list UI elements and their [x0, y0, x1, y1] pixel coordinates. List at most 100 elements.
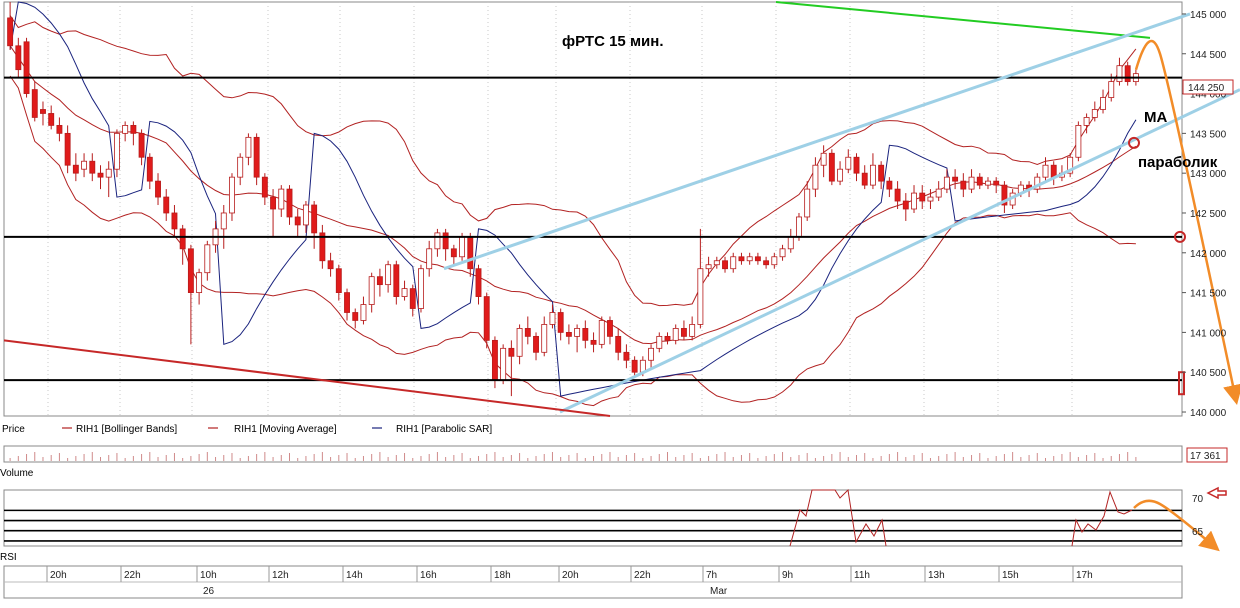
y-tick-0: 145 000 [1190, 10, 1227, 21]
time-tick-12: 13h [928, 570, 945, 581]
time-tick-6: 18h [494, 570, 511, 581]
candle-body-99 [820, 152, 827, 166]
candle-body-66 [549, 312, 556, 325]
candle-body-17 [146, 156, 153, 182]
annotation-ma: MA [1144, 109, 1167, 126]
candle-body-71 [590, 339, 597, 345]
candle-body-34 [286, 188, 293, 218]
rsi-arrow-icon [1206, 486, 1227, 500]
candle-body-86 [713, 260, 720, 266]
candle-body-22 [187, 248, 194, 293]
candle-body-53 [442, 232, 449, 250]
candle-body-38 [319, 232, 326, 262]
candles [7, 2, 1139, 397]
candle-body-75 [623, 351, 630, 361]
candle-body-19 [163, 196, 170, 214]
candle-body-61 [508, 347, 515, 357]
candle-body-105 [869, 164, 876, 186]
candle-body-14 [122, 125, 129, 134]
axis-marker-circle [1174, 230, 1186, 243]
candle-body-118 [976, 176, 983, 186]
candle-body-64 [533, 335, 539, 353]
candle-body-36 [302, 204, 309, 226]
y-tick-1: 144 500 [1190, 50, 1227, 61]
candle-body-132 [1091, 109, 1098, 118]
candle-body-52 [434, 232, 441, 250]
candle-body-23 [196, 272, 203, 293]
candle-body-81 [672, 328, 679, 341]
candle-body-72 [598, 320, 605, 345]
price-panel [3, 1, 1183, 417]
candle-body-10 [89, 160, 96, 174]
candle-body-112 [927, 196, 934, 202]
candle-body-102 [845, 156, 852, 170]
candle-body-6 [56, 125, 63, 134]
candle-body-113 [935, 188, 942, 198]
legend-bollinger: RIH1 [Bollinger Bands] [76, 424, 177, 435]
bollinger-upper [9, 15, 1137, 307]
candle-body-8 [72, 164, 79, 174]
y-tick-9: 140 500 [1190, 368, 1227, 379]
candle-body-15 [130, 125, 137, 134]
candle-body-95 [787, 236, 794, 250]
candle-body-136 [1124, 65, 1131, 83]
chart-title: фРТС 15 мин. [562, 33, 664, 50]
candle-body-58 [483, 296, 490, 341]
candle-body-94 [779, 248, 786, 258]
rsi-label: RSI [0, 552, 17, 563]
candle-body-117 [968, 176, 975, 190]
candle-body-129 [1067, 156, 1074, 174]
candle-body-57 [475, 268, 482, 297]
candle-body-56 [467, 236, 474, 270]
candle-body-63 [524, 328, 531, 337]
time-tick-14: 17h [1076, 570, 1093, 581]
candle-body-78 [648, 347, 655, 361]
candle-body-104 [861, 172, 868, 186]
candle-body-68 [565, 332, 572, 337]
candle-body-47 [393, 264, 400, 297]
candle-body-33 [278, 188, 285, 210]
time-tick-2: 10h [200, 570, 217, 581]
candle-body-13 [113, 132, 120, 170]
volume-value-box [1186, 447, 1228, 463]
candle-body-115 [952, 176, 959, 182]
y-tick-10: 140 000 [1190, 408, 1227, 419]
time-tick-0: 20h [50, 570, 67, 581]
candle-body-83 [689, 324, 696, 337]
sar-marker-circle [1128, 136, 1140, 149]
candle-body-24 [204, 244, 211, 274]
candle-body-84 [697, 268, 704, 325]
volume-panel [3, 445, 1183, 463]
candle-body-7 [64, 132, 71, 166]
candle-body-3 [31, 89, 38, 118]
candle-body-51 [426, 248, 433, 270]
candle-body-116 [960, 180, 967, 190]
candle-body-30 [253, 136, 260, 178]
legend-sar: RIH1 [Parabolic SAR] [396, 424, 492, 435]
candle-body-92 [763, 260, 770, 266]
candle-body-69 [574, 328, 581, 337]
candle-body-96 [796, 216, 802, 238]
time-tick-3: 12h [272, 570, 289, 581]
green-resistance-trendline [775, 1, 1151, 39]
candle-body-110 [911, 192, 917, 210]
candle-body-2 [23, 41, 30, 94]
legend: Price RIH1 [Bollinger Bands] RIH1 [Movin… [2, 424, 492, 435]
candle-body-48 [401, 288, 408, 297]
candle-body-106 [878, 164, 885, 182]
forecast-arrow [1134, 39, 1240, 405]
rsi-line-2 [1071, 490, 1133, 547]
y-tick-2: 144 000 [1190, 90, 1227, 101]
candle-body-0 [7, 17, 14, 47]
candle-body-27 [229, 176, 235, 214]
annotation-parabolic: параболик [1138, 154, 1218, 171]
candle-body-73 [607, 320, 613, 337]
candle-body-103 [853, 156, 860, 174]
volume-label: Volume [0, 468, 34, 479]
rsi-forecast-arrow [1133, 499, 1220, 552]
time-tick-9: 7h [706, 570, 717, 581]
candle-body-26 [220, 212, 227, 230]
candle-body-134 [1108, 81, 1115, 98]
candle-body-109 [902, 200, 909, 210]
